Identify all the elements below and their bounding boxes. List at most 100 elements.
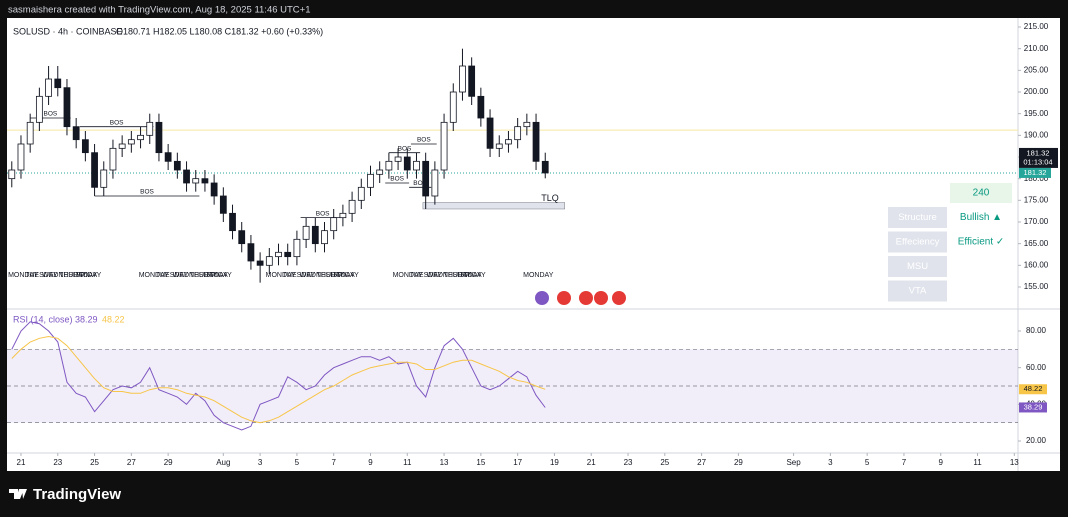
y-tick-label: 195.00	[1024, 109, 1049, 118]
panel-cell	[888, 256, 947, 277]
icons	[535, 291, 626, 305]
weekday-label: TUESDAY	[156, 272, 189, 279]
x-tick-label: 25	[660, 458, 669, 467]
x-tick-label: 25	[90, 458, 99, 467]
x-tick-label: Aug	[216, 458, 230, 467]
candle-body	[486, 117, 494, 149]
y-tick-label: 155.00	[1024, 282, 1049, 291]
weekday-label: TUESDAY	[25, 272, 58, 279]
rsi-line	[11, 335, 546, 424]
bos-label: BOS	[413, 180, 427, 187]
weekday-label: MONDAY	[139, 272, 170, 279]
candle-body	[183, 169, 190, 184]
weekday-label: MONDAY	[523, 272, 554, 279]
icon	[535, 291, 549, 305]
weekday-label: THURSDAY	[444, 272, 482, 279]
candle-body	[449, 91, 457, 123]
x-tick-label: 5	[295, 458, 300, 467]
bos-label: BOS	[417, 137, 431, 144]
x-tick-label: 13	[1010, 458, 1019, 467]
panel-cell	[888, 231, 947, 253]
countdown: 01:13:04	[1023, 157, 1052, 166]
chart-background	[7, 18, 1060, 471]
logo-icon	[9, 489, 27, 499]
rsi-value-label: 38.29	[1024, 402, 1043, 411]
y-tick-label: 60.00	[1026, 363, 1047, 372]
x-tick-label: 23	[53, 458, 62, 467]
candle-body	[265, 256, 273, 266]
candle-body	[210, 182, 218, 197]
x-tick-label: 9	[939, 458, 944, 467]
weekday-label: THURSDAY	[317, 272, 355, 279]
candle-body	[376, 169, 384, 175]
panel-cell	[888, 280, 947, 302]
price-label: 181.32	[1027, 148, 1050, 157]
candle-body	[63, 87, 71, 128]
candle-body	[127, 139, 135, 145]
x-tick-label: 17	[513, 458, 522, 467]
x-tick-label: 19	[550, 458, 559, 467]
timeframe-box	[950, 183, 1012, 203]
candle-body	[164, 152, 172, 162]
candle-body	[422, 160, 430, 197]
candle-body	[367, 173, 374, 188]
logo: TradingView	[9, 486, 121, 503]
panel-value: Efficient ✓	[958, 237, 1005, 248]
rsi-legend-value: 38.29	[75, 314, 98, 324]
rsi-value-box	[1019, 384, 1047, 395]
y-tick-label: 80.00	[1026, 326, 1047, 335]
candle-body	[91, 152, 98, 188]
y-tick-label: 20.00	[1026, 436, 1047, 445]
weekday-label: FRIDAY	[334, 272, 359, 279]
liquidity-zone	[422, 202, 565, 210]
weekday-label: MONDAY	[8, 272, 39, 279]
weekday-label: WEDNESDAY	[173, 272, 218, 279]
rsi-value-label: 48.22	[1024, 384, 1043, 393]
x-tick-label: 11	[403, 458, 412, 467]
brand: TradingView	[33, 486, 121, 503]
y-tick-label: 175.00	[1024, 195, 1049, 204]
ohlc: O180.71 H182.05 L180.08 C181.32 +0.60 (+…	[116, 26, 323, 36]
candle-body	[81, 139, 89, 154]
candle-body	[330, 217, 338, 232]
bos-label: BOS	[390, 176, 404, 183]
rsi-legend: RSI (14, close)	[13, 314, 73, 324]
weekday-label: TUESDAY	[283, 272, 316, 279]
weekday-label: FRIDAY	[207, 272, 232, 279]
candle-body	[219, 195, 227, 214]
x-tick-label: 7	[331, 458, 336, 467]
y-tick-label: 200.00	[1024, 87, 1049, 96]
x-tick-label: 7	[902, 458, 907, 467]
candle-body	[394, 156, 402, 162]
y-tick-label: 160.00	[1024, 260, 1049, 269]
candle-body	[357, 186, 365, 201]
candle-body	[118, 143, 126, 149]
candle-body	[275, 251, 282, 258]
y-tick-label: 190.00	[1024, 130, 1049, 139]
icon	[557, 291, 571, 305]
x-tick-label: 13	[440, 458, 449, 467]
candle-body	[523, 121, 531, 128]
candle-body	[348, 199, 356, 214]
bos-label: BOS	[398, 145, 412, 152]
candle-body	[339, 212, 347, 219]
x-tick-label: 11	[973, 458, 982, 467]
x-tick-label: 5	[865, 458, 870, 467]
candle-body	[54, 78, 62, 89]
candle-body	[468, 65, 476, 97]
rsi-value-box	[1019, 402, 1047, 413]
weekday-label: THURSDAY	[59, 272, 97, 279]
y-tick-label: 165.00	[1024, 239, 1049, 248]
symbol: SOLUSD · 4h · COINBASE	[13, 26, 123, 36]
candle-body	[413, 160, 420, 171]
candle-body	[26, 121, 34, 145]
candle-body	[431, 169, 439, 197]
candle-body	[541, 160, 549, 174]
candle-body	[72, 126, 80, 141]
candle-body	[192, 178, 200, 184]
weekday-label: THURSDAY	[190, 272, 228, 279]
x-tick-label: 29	[164, 458, 173, 467]
bos-label: BOS	[140, 189, 154, 196]
weekday-label: WEDNESDAY	[300, 272, 345, 279]
